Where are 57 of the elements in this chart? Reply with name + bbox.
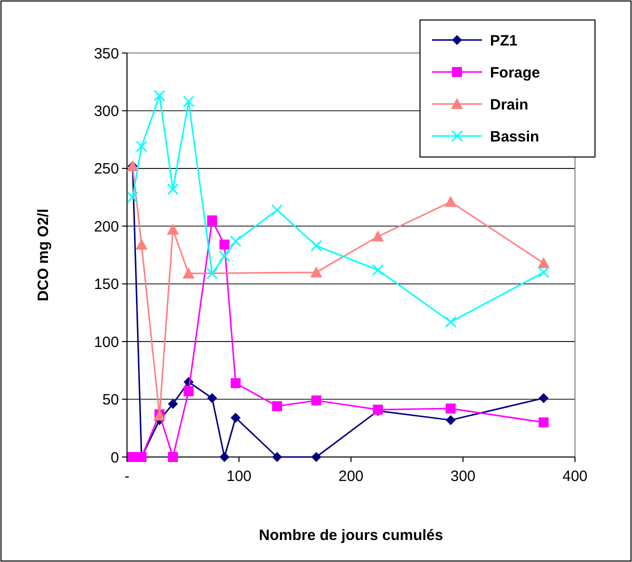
x-tick-label: 300 <box>450 468 476 485</box>
point <box>182 96 194 108</box>
point <box>168 452 178 462</box>
legend-label: Forage <box>490 64 540 82</box>
point <box>538 266 550 278</box>
y-tick-label: 100 <box>94 334 119 351</box>
legend-label: Drain <box>490 96 528 114</box>
point <box>272 452 282 462</box>
point <box>168 398 178 409</box>
point <box>230 235 242 247</box>
point <box>136 238 148 250</box>
point <box>372 230 384 242</box>
x-tick-label: 400 <box>562 468 588 485</box>
point <box>311 452 322 462</box>
point <box>538 393 549 404</box>
point <box>184 386 194 396</box>
point <box>538 417 549 428</box>
point <box>207 393 218 404</box>
point <box>444 196 457 207</box>
point <box>206 268 218 280</box>
x-tick-label: 200 <box>338 468 364 485</box>
x-tick-label: - <box>124 468 130 485</box>
point <box>219 452 230 462</box>
y-tick-label: 300 <box>94 102 119 120</box>
x-axis-title: Nombre de jours cumulés <box>258 527 444 544</box>
point <box>154 90 166 102</box>
y-tick-label: 50 <box>102 392 119 409</box>
point <box>446 404 456 414</box>
y-axis-title: DCO mg O2/l <box>35 208 52 302</box>
point <box>207 215 218 226</box>
point <box>167 183 179 195</box>
point <box>128 452 138 462</box>
point <box>219 240 230 250</box>
point <box>230 378 241 388</box>
point <box>310 266 322 278</box>
point <box>230 412 241 423</box>
x-tick-label: 100 <box>226 468 252 485</box>
y-tick-label: 0 <box>110 449 119 466</box>
point <box>126 192 138 204</box>
point <box>218 250 230 262</box>
point <box>372 264 384 276</box>
point <box>136 140 148 152</box>
point <box>446 415 456 426</box>
point <box>166 224 179 235</box>
y-tick-label: 200 <box>94 218 119 236</box>
y-tick-label: 150 <box>94 276 119 294</box>
point <box>182 267 195 278</box>
legend-label: Bassin <box>490 128 540 146</box>
point <box>444 316 456 328</box>
y-tick-label: 350 <box>94 45 119 62</box>
legend-label: PZ1 <box>490 32 518 50</box>
point <box>538 257 550 268</box>
y-tick-label: 250 <box>94 160 119 178</box>
point <box>310 240 322 252</box>
point <box>272 401 282 412</box>
point <box>271 204 283 216</box>
point <box>311 395 322 406</box>
